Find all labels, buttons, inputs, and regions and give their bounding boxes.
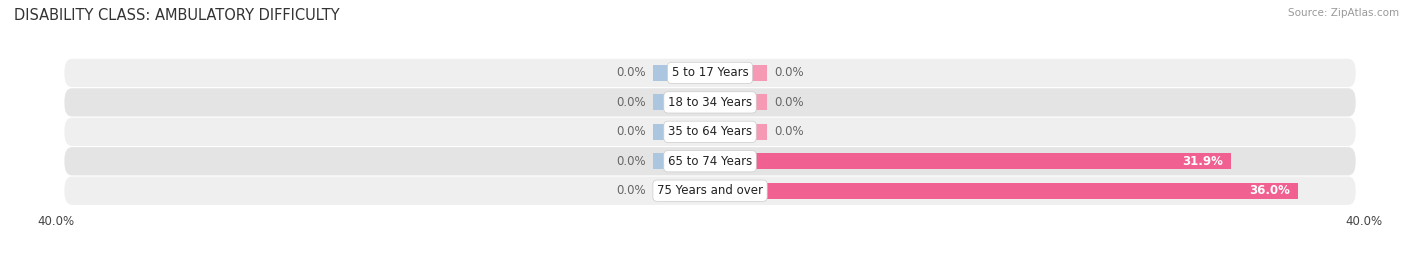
Text: 0.0%: 0.0% <box>617 96 647 109</box>
Text: 31.9%: 31.9% <box>1182 155 1223 168</box>
Bar <box>652 124 710 140</box>
Text: 0.0%: 0.0% <box>773 96 803 109</box>
Bar <box>652 94 710 111</box>
Text: 0.0%: 0.0% <box>617 125 647 138</box>
Text: 75 Years and over: 75 Years and over <box>657 184 763 197</box>
Bar <box>710 124 768 140</box>
Text: 0.0%: 0.0% <box>773 125 803 138</box>
Text: 0.0%: 0.0% <box>617 184 647 197</box>
Text: 65 to 74 Years: 65 to 74 Years <box>668 155 752 168</box>
Bar <box>710 183 1299 199</box>
Bar <box>710 94 768 111</box>
Text: 0.0%: 0.0% <box>773 66 803 79</box>
FancyBboxPatch shape <box>65 118 1355 146</box>
Text: 36.0%: 36.0% <box>1250 184 1291 197</box>
Text: DISABILITY CLASS: AMBULATORY DIFFICULTY: DISABILITY CLASS: AMBULATORY DIFFICULTY <box>14 8 340 23</box>
Legend: Male, Female: Male, Female <box>648 267 772 269</box>
Text: 18 to 34 Years: 18 to 34 Years <box>668 96 752 109</box>
Bar <box>652 65 710 81</box>
Text: 0.0%: 0.0% <box>617 155 647 168</box>
Bar <box>710 153 1232 169</box>
Text: 0.0%: 0.0% <box>617 66 647 79</box>
Text: 5 to 17 Years: 5 to 17 Years <box>672 66 748 79</box>
Text: Source: ZipAtlas.com: Source: ZipAtlas.com <box>1288 8 1399 18</box>
FancyBboxPatch shape <box>65 59 1355 87</box>
Bar <box>710 65 768 81</box>
Bar <box>652 153 710 169</box>
Text: 35 to 64 Years: 35 to 64 Years <box>668 125 752 138</box>
FancyBboxPatch shape <box>65 88 1355 116</box>
Bar <box>652 183 710 199</box>
FancyBboxPatch shape <box>65 147 1355 175</box>
FancyBboxPatch shape <box>65 176 1355 205</box>
